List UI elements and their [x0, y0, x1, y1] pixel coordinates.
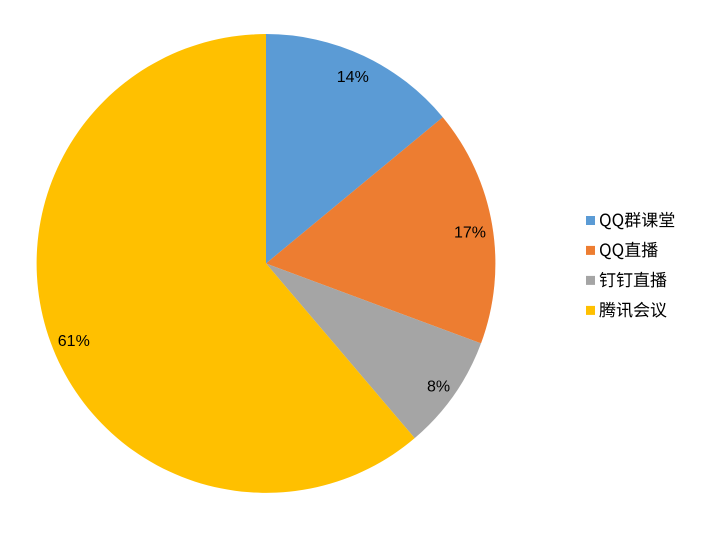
svg-text:8%: 8% — [427, 378, 450, 395]
svg-text:61%: 61% — [58, 333, 90, 350]
svg-text:17%: 17% — [454, 224, 486, 241]
svg-text:14%: 14% — [337, 69, 369, 86]
